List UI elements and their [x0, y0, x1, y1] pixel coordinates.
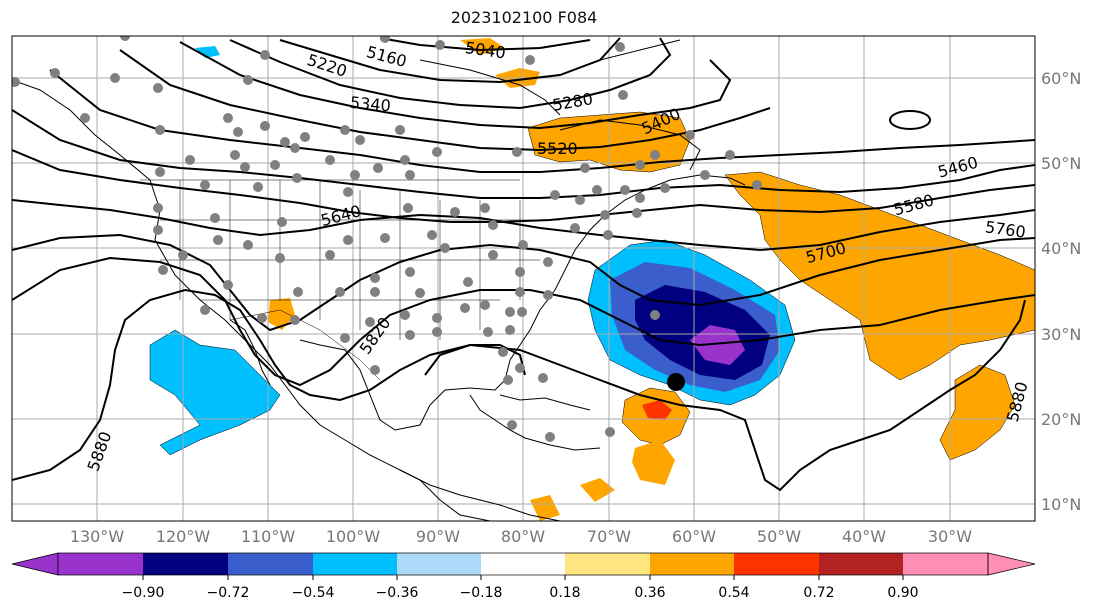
lat-label: 20°N — [1041, 410, 1081, 429]
colorbar-tick-label: 0.90 — [887, 585, 918, 601]
colorbar-tick-label: −0.18 — [460, 585, 503, 601]
colorbar-tick-label: −0.90 — [122, 585, 165, 601]
shade-lightblue-nw — [195, 46, 220, 58]
colorbar-segment — [313, 553, 397, 575]
colorbar-tick-label: 0.54 — [718, 585, 749, 601]
colorbar-segment — [481, 553, 565, 575]
lon-label: 60°W — [672, 527, 716, 546]
latitude-labels: 60°N 50°N 40°N 30°N 20°N 10°N — [1041, 69, 1081, 514]
colorbar-min-extend — [11, 552, 59, 576]
gridlines — [12, 36, 1035, 521]
contour-label: 5340 — [349, 93, 391, 115]
lon-label: 110°W — [241, 527, 296, 546]
longitude-labels: 130°W 120°W 110°W 100°W 90°W 80°W 70°W 6… — [70, 527, 972, 546]
lon-label: 50°W — [757, 527, 801, 546]
colorbar-segment — [565, 553, 650, 575]
shade-orange-mid-atlantic — [724, 171, 1035, 381]
shade-orange-colombia — [530, 495, 560, 521]
lon-label: 40°W — [842, 527, 886, 546]
coastlines — [12, 39, 746, 521]
colorbar-segment — [650, 553, 734, 575]
colorbar-segment — [58, 553, 143, 575]
colorbar-segment — [143, 553, 228, 575]
colorbar-tick-label: −0.36 — [376, 585, 419, 601]
height-contours — [12, 37, 1035, 492]
colorbar-segment — [903, 553, 988, 575]
colorbar-max-extend — [987, 552, 1036, 576]
colorbar-tick-label: −0.54 — [292, 585, 335, 601]
shade-orange-top — [460, 38, 505, 55]
storm-center-marker — [667, 373, 685, 391]
colorbar-segment — [734, 553, 819, 575]
colorbar: −0.90 −0.72 −0.54 −0.36 −0.18 0.18 0.36 … — [11, 552, 1036, 601]
colorbar-segment — [397, 553, 481, 575]
lat-label: 40°N — [1041, 239, 1081, 258]
shade-orange-mexico — [268, 298, 295, 330]
colorbar-tick-label: 0.36 — [634, 585, 665, 601]
lon-label: 130°W — [70, 527, 125, 546]
shade-orange-southcarib — [632, 440, 675, 485]
lon-label: 100°W — [326, 527, 381, 546]
map-frame — [11, 35, 1036, 522]
lat-label: 30°N — [1041, 325, 1081, 344]
colorbar-tick-label: −0.72 — [207, 585, 250, 601]
lat-label: 60°N — [1041, 69, 1081, 88]
shade-orange-east — [939, 364, 1016, 461]
lon-label: 90°W — [416, 527, 460, 546]
shade-orange-panama — [580, 478, 615, 502]
lat-label: 50°N — [1041, 154, 1081, 173]
lon-label: 120°W — [156, 527, 211, 546]
colorbar-segment — [819, 553, 903, 575]
shade-purple-atlantic — [690, 325, 745, 365]
lon-label: 70°W — [587, 527, 631, 546]
station-dots — [12, 36, 762, 442]
map-title: 2023102100 F084 — [450, 8, 598, 27]
colorbar-tick-label: 0.72 — [803, 585, 834, 601]
lat-label: 10°N — [1041, 495, 1081, 514]
shade-red-caribbean — [642, 400, 672, 420]
lon-label: 30°W — [928, 527, 972, 546]
colorbar-segment — [228, 553, 313, 575]
contour-label: 5520 — [537, 139, 578, 158]
colorbar-tick-label: 0.18 — [549, 585, 580, 601]
lon-label: 80°W — [501, 527, 545, 546]
